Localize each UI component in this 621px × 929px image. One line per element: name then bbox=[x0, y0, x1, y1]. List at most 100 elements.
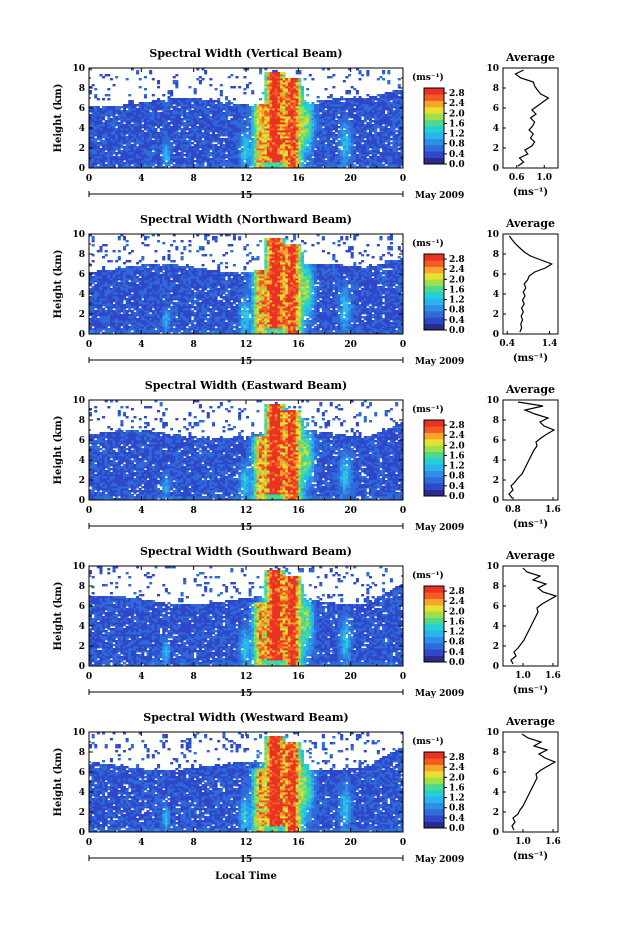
heatmap-cell bbox=[243, 150, 247, 153]
heatmap-cell bbox=[102, 118, 106, 121]
heatmap-cell bbox=[209, 112, 213, 115]
heatmap-cell bbox=[120, 158, 124, 161]
heatmap-cell bbox=[193, 98, 197, 101]
heatmap-cell bbox=[196, 156, 200, 159]
heatmap-cell bbox=[201, 116, 205, 119]
heatmap-cell bbox=[91, 142, 95, 145]
heatmap-cell bbox=[123, 152, 127, 155]
heatmap-cell bbox=[248, 158, 252, 161]
heatmap-cell bbox=[96, 146, 100, 149]
heatmap-cell bbox=[277, 156, 281, 159]
heatmap-cell bbox=[214, 136, 218, 139]
heatmap-cell bbox=[167, 122, 171, 125]
heatmap-cell bbox=[191, 120, 195, 123]
heatmap-cell bbox=[266, 142, 270, 145]
heatmap-cell bbox=[266, 96, 270, 99]
heatmap-cell bbox=[285, 128, 289, 131]
heatmap-cell bbox=[282, 78, 286, 81]
heatmap-cell bbox=[193, 154, 197, 157]
heatmap-cell bbox=[300, 86, 304, 89]
heatmap-cell bbox=[177, 110, 181, 113]
heatmap-cell bbox=[232, 136, 236, 139]
heatmap-cell bbox=[222, 106, 226, 109]
heatmap-cell bbox=[219, 160, 223, 163]
heatmap-cell bbox=[198, 138, 202, 141]
heatmap-cell bbox=[89, 142, 93, 145]
heatmap-cell bbox=[280, 120, 284, 123]
heatmap-cell bbox=[217, 126, 221, 129]
heatmap-cell bbox=[217, 132, 221, 135]
heatmap-cell bbox=[240, 136, 244, 139]
heatmap-cell bbox=[164, 112, 168, 115]
heatmap-cell bbox=[324, 160, 328, 163]
heatmap-cell bbox=[128, 166, 132, 169]
heatmap-cell bbox=[246, 116, 250, 119]
heatmap-cell bbox=[138, 128, 142, 131]
heatmap-cell bbox=[261, 110, 265, 113]
heatmap-cell bbox=[91, 136, 95, 139]
heatmap-cell bbox=[99, 74, 103, 77]
heatmap-cell bbox=[266, 104, 270, 107]
heatmap-cell bbox=[274, 134, 278, 137]
heatmap-cell bbox=[261, 124, 265, 127]
heatmap-cell bbox=[175, 164, 179, 167]
heatmap-cell bbox=[130, 150, 134, 153]
heatmap-cell bbox=[185, 116, 189, 119]
heatmap-cell bbox=[259, 70, 263, 73]
heatmap-cell bbox=[238, 134, 242, 137]
heatmap-cell bbox=[154, 130, 158, 133]
heatmap-cell bbox=[222, 146, 226, 149]
heatmap-cell bbox=[222, 140, 226, 143]
heatmap-cell bbox=[167, 142, 171, 145]
heatmap-cell bbox=[102, 256, 106, 259]
heatmap-cell bbox=[206, 154, 210, 157]
heatmap-cell bbox=[157, 156, 161, 159]
heatmap-cell bbox=[206, 124, 210, 127]
heatmap-cell bbox=[193, 100, 197, 103]
heatmap-cell bbox=[175, 112, 179, 115]
heatmap-cell bbox=[149, 122, 153, 125]
heatmap-cell bbox=[248, 130, 252, 133]
heatmap-cell bbox=[193, 118, 197, 121]
heatmap-cell bbox=[204, 128, 208, 131]
heatmap-cell bbox=[358, 96, 362, 99]
heatmap-cell bbox=[389, 92, 393, 95]
heatmap-cell bbox=[157, 112, 161, 115]
heatmap-cell bbox=[253, 142, 257, 145]
heatmap-cell bbox=[332, 86, 336, 89]
heatmap-cell bbox=[130, 144, 134, 147]
heatmap-cell bbox=[162, 162, 166, 165]
heatmap-cell bbox=[159, 156, 163, 159]
heatmap-cell bbox=[196, 114, 200, 117]
heatmap-cell bbox=[117, 146, 121, 149]
heatmap-cell bbox=[191, 132, 195, 135]
heatmap-cell bbox=[196, 68, 200, 71]
heatmap-cell bbox=[104, 130, 108, 133]
heatmap-cell bbox=[183, 126, 187, 129]
heatmap-cell bbox=[269, 98, 273, 101]
heatmap-cell bbox=[358, 78, 362, 81]
heatmap-cell bbox=[191, 136, 195, 139]
heatmap-cell bbox=[151, 156, 155, 159]
heatmap-cell bbox=[191, 124, 195, 127]
heatmap-cell bbox=[269, 102, 273, 105]
heatmap-cell bbox=[285, 142, 289, 145]
heatmap-cell bbox=[112, 166, 116, 169]
heatmap-cell bbox=[261, 120, 265, 123]
heatmap-cell bbox=[198, 76, 202, 79]
heatmap-cell bbox=[133, 132, 137, 135]
heatmap-cell bbox=[248, 162, 252, 165]
heatmap-cell bbox=[371, 134, 375, 137]
heatmap-cell bbox=[214, 112, 218, 115]
heatmap-cell bbox=[136, 284, 140, 287]
heatmap-cell bbox=[282, 112, 286, 115]
heatmap-cell bbox=[259, 164, 263, 167]
heatmap-cell bbox=[125, 118, 129, 121]
heatmap-cell bbox=[151, 122, 155, 125]
heatmap-cell bbox=[209, 162, 213, 165]
heatmap-cell bbox=[280, 152, 284, 155]
heatmap-cell bbox=[211, 148, 215, 151]
heatmap-cell bbox=[243, 138, 247, 141]
heatmap-cell bbox=[175, 158, 179, 161]
heatmap-cell bbox=[201, 120, 205, 123]
